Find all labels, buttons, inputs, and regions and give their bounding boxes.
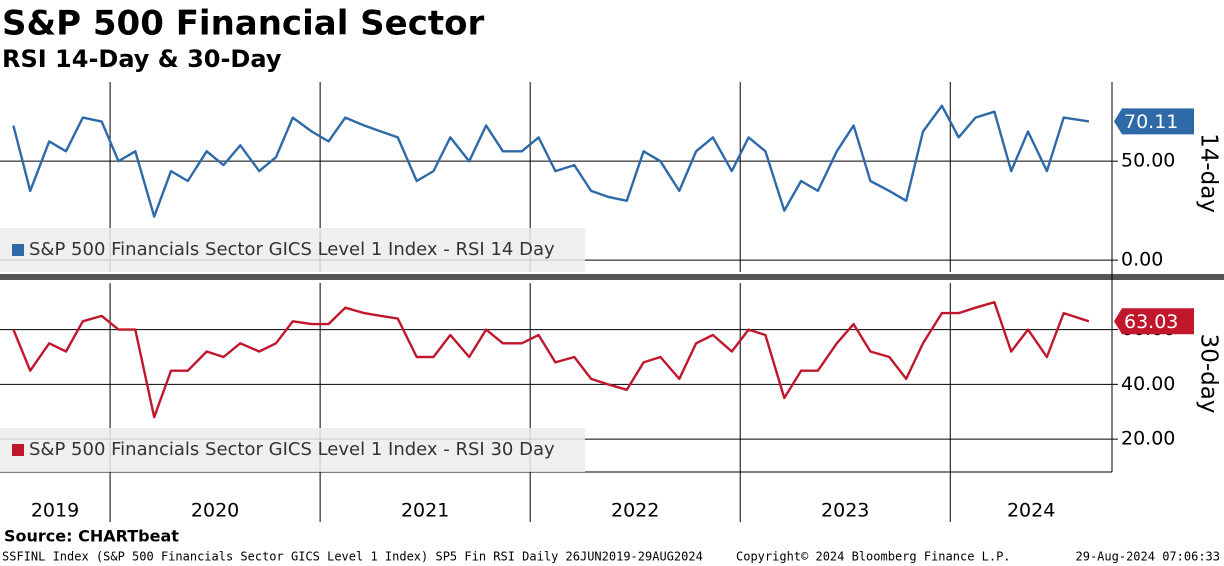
rsi-line <box>12 301 1090 419</box>
x-year-label: 2021 <box>401 500 449 522</box>
x-year-label: 2020 <box>191 500 239 522</box>
footer-right: 29-Aug-2024 07:06:33 <box>1076 550 1221 564</box>
y-axis-label: 14-day <box>1196 133 1222 213</box>
y-axis-label: 30-day <box>1196 334 1222 414</box>
rsi-line <box>12 104 1090 218</box>
legend-box <box>0 428 585 472</box>
legend-box <box>0 228 585 272</box>
y-tick-label: 40.00 <box>1121 373 1175 395</box>
legend-swatch <box>12 244 24 256</box>
legend-label: S&P 500 Financials Sector GICS Level 1 I… <box>29 239 555 260</box>
last-value-box <box>1114 308 1194 335</box>
footer-left: SSFINL Index (S&P 500 Financials Sector … <box>2 550 703 564</box>
legend-swatch <box>12 444 24 456</box>
panel-separator <box>0 274 1224 280</box>
y-tick-label: 20.00 <box>1121 428 1175 450</box>
x-year-label: 2024 <box>1007 500 1055 522</box>
subtitle: RSI 14-Day & 30-Day <box>2 45 282 73</box>
x-year-label: 2022 <box>611 500 659 522</box>
last-value-label: 63.03 <box>1124 311 1178 333</box>
last-value-box <box>1114 108 1194 135</box>
last-value-label: 70.11 <box>1124 111 1178 133</box>
legend-label: S&P 500 Financials Sector GICS Level 1 I… <box>29 439 555 460</box>
x-year-label: 2019 <box>31 500 79 522</box>
y-tick-label: 0.00 <box>1121 249 1163 271</box>
footer-center: Copyright© 2024 Bloomberg Finance L.P. <box>736 550 1011 564</box>
x-year-label: 2023 <box>821 500 869 522</box>
source: Source: CHARTbeat <box>4 527 179 546</box>
title: S&P 500 Financial Sector <box>2 4 484 44</box>
y-tick-label: 50.00 <box>1121 150 1175 172</box>
